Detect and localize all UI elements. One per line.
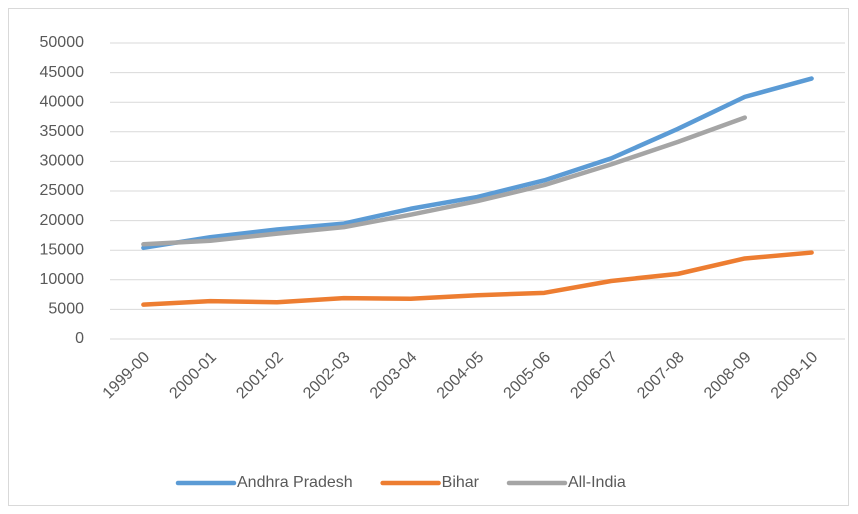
y-tick-label: 50000: [40, 34, 85, 51]
series-line: [141, 115, 748, 247]
legend-label: Andhra Pradesh: [237, 474, 353, 491]
series-line: [141, 76, 814, 251]
y-tick-label: 0: [75, 330, 84, 347]
legend-label: All-India: [568, 474, 626, 491]
y-tick-label: 35000: [40, 123, 85, 140]
y-tick-label: 10000: [40, 271, 85, 288]
legend-label: Bihar: [442, 474, 480, 491]
y-tick-label: 45000: [40, 64, 85, 81]
y-tick-label: 25000: [40, 182, 85, 199]
y-tick-label: 40000: [40, 93, 85, 110]
chart-frame: [8, 8, 849, 506]
series-line: [141, 250, 814, 307]
y-tick-label: 20000: [40, 212, 85, 229]
y-tick-label: 30000: [40, 153, 85, 170]
y-tick-label: 15000: [40, 241, 85, 258]
y-tick-label: 5000: [48, 301, 84, 318]
